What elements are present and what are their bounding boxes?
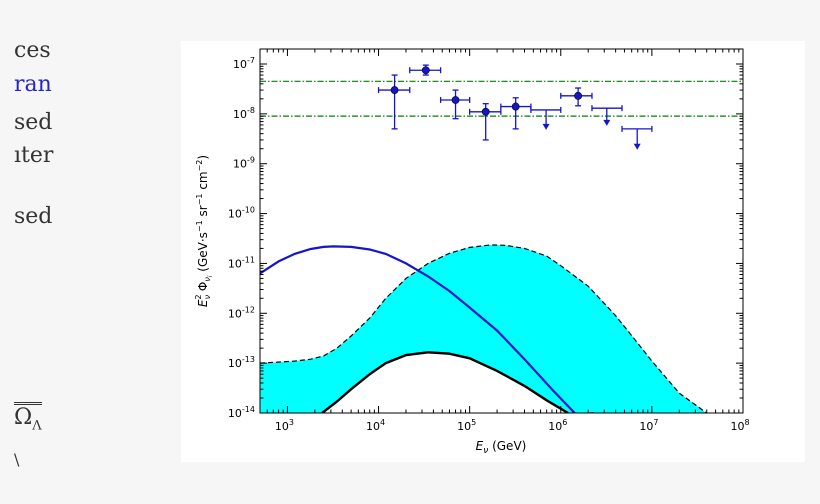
side-text-line-4: ıter [14, 143, 54, 168]
band-fill [260, 244, 707, 413]
chart-panel: 103 104 105 106 107 108 10-14 10-13 10-12 10-11 10… [181, 41, 805, 462]
y-tick-label-5: 10-10 [228, 206, 255, 221]
y-tick-label-8: 10-7 [233, 56, 255, 71]
y-tick-label-4: 10-11 [228, 255, 255, 270]
side-text-line-5: sed [14, 204, 53, 229]
upper-limit-3 [621, 125, 653, 150]
plot-frame [259, 48, 744, 414]
y-tick-label-7: 10-8 [233, 106, 255, 121]
upper-limit-1 [530, 106, 562, 130]
y-tick-label-1: 10-14 [228, 405, 255, 420]
data-point-1 [377, 74, 411, 130]
data-point-4 [469, 103, 502, 141]
band-lower-curve [321, 351, 569, 413]
data-point-6 [560, 87, 593, 107]
x-tick-label-3: 105 [457, 418, 476, 433]
omega-lambda-symbol: ΩΛ [14, 402, 42, 432]
y-tick-label-6: 10-9 [233, 156, 255, 171]
x-tick-label-1: 103 [275, 418, 294, 433]
side-text-line-1: ces [14, 38, 51, 63]
limit-arrowhead [542, 123, 550, 130]
data-point-5 [500, 97, 532, 130]
data-marker [574, 91, 583, 100]
data-marker [511, 102, 520, 111]
data-marker [451, 96, 460, 104]
omega-base: Ω [14, 405, 33, 430]
side-text-trailing: \ [14, 450, 20, 469]
data-point-2 [409, 64, 442, 76]
side-text-link[interactable]: ran [14, 72, 52, 97]
plot-area [260, 64, 743, 413]
data-marker [390, 86, 399, 94]
data-point-3 [439, 89, 471, 120]
upper-limit-2 [591, 105, 623, 126]
tick-labels: 103 104 105 106 107 108 10-14 10-13 10-12 10-11 10… [228, 56, 750, 433]
y-tick-label-3: 10-12 [228, 305, 255, 320]
x-tick-label-6: 108 [730, 418, 749, 433]
y-tick-label-2: 10-13 [228, 355, 255, 370]
limit-arrowhead [633, 143, 641, 150]
omega-subscript: Λ [32, 418, 42, 434]
band-upper-edge [260, 244, 708, 413]
x-axis-label: Eν (GeV) [476, 439, 527, 456]
y-axis-label: E2ν Φνi (GeV·s−1 sr−1 cm−2) [194, 155, 214, 307]
x-tick-label-2: 104 [366, 418, 385, 433]
axis-ticks [259, 48, 744, 414]
x-tick-label-5: 107 [639, 418, 658, 433]
side-text-line-3: sed [14, 110, 53, 135]
data-marker [421, 66, 430, 75]
neutrino-flux-chart: 103 104 105 106 107 108 10-14 10-13 10-12 10-11 10… [194, 48, 750, 456]
blue-model-curve [260, 245, 594, 413]
x-tick-label-4: 106 [548, 418, 567, 433]
limit-arrowhead [603, 119, 611, 126]
data-marker [481, 107, 490, 116]
